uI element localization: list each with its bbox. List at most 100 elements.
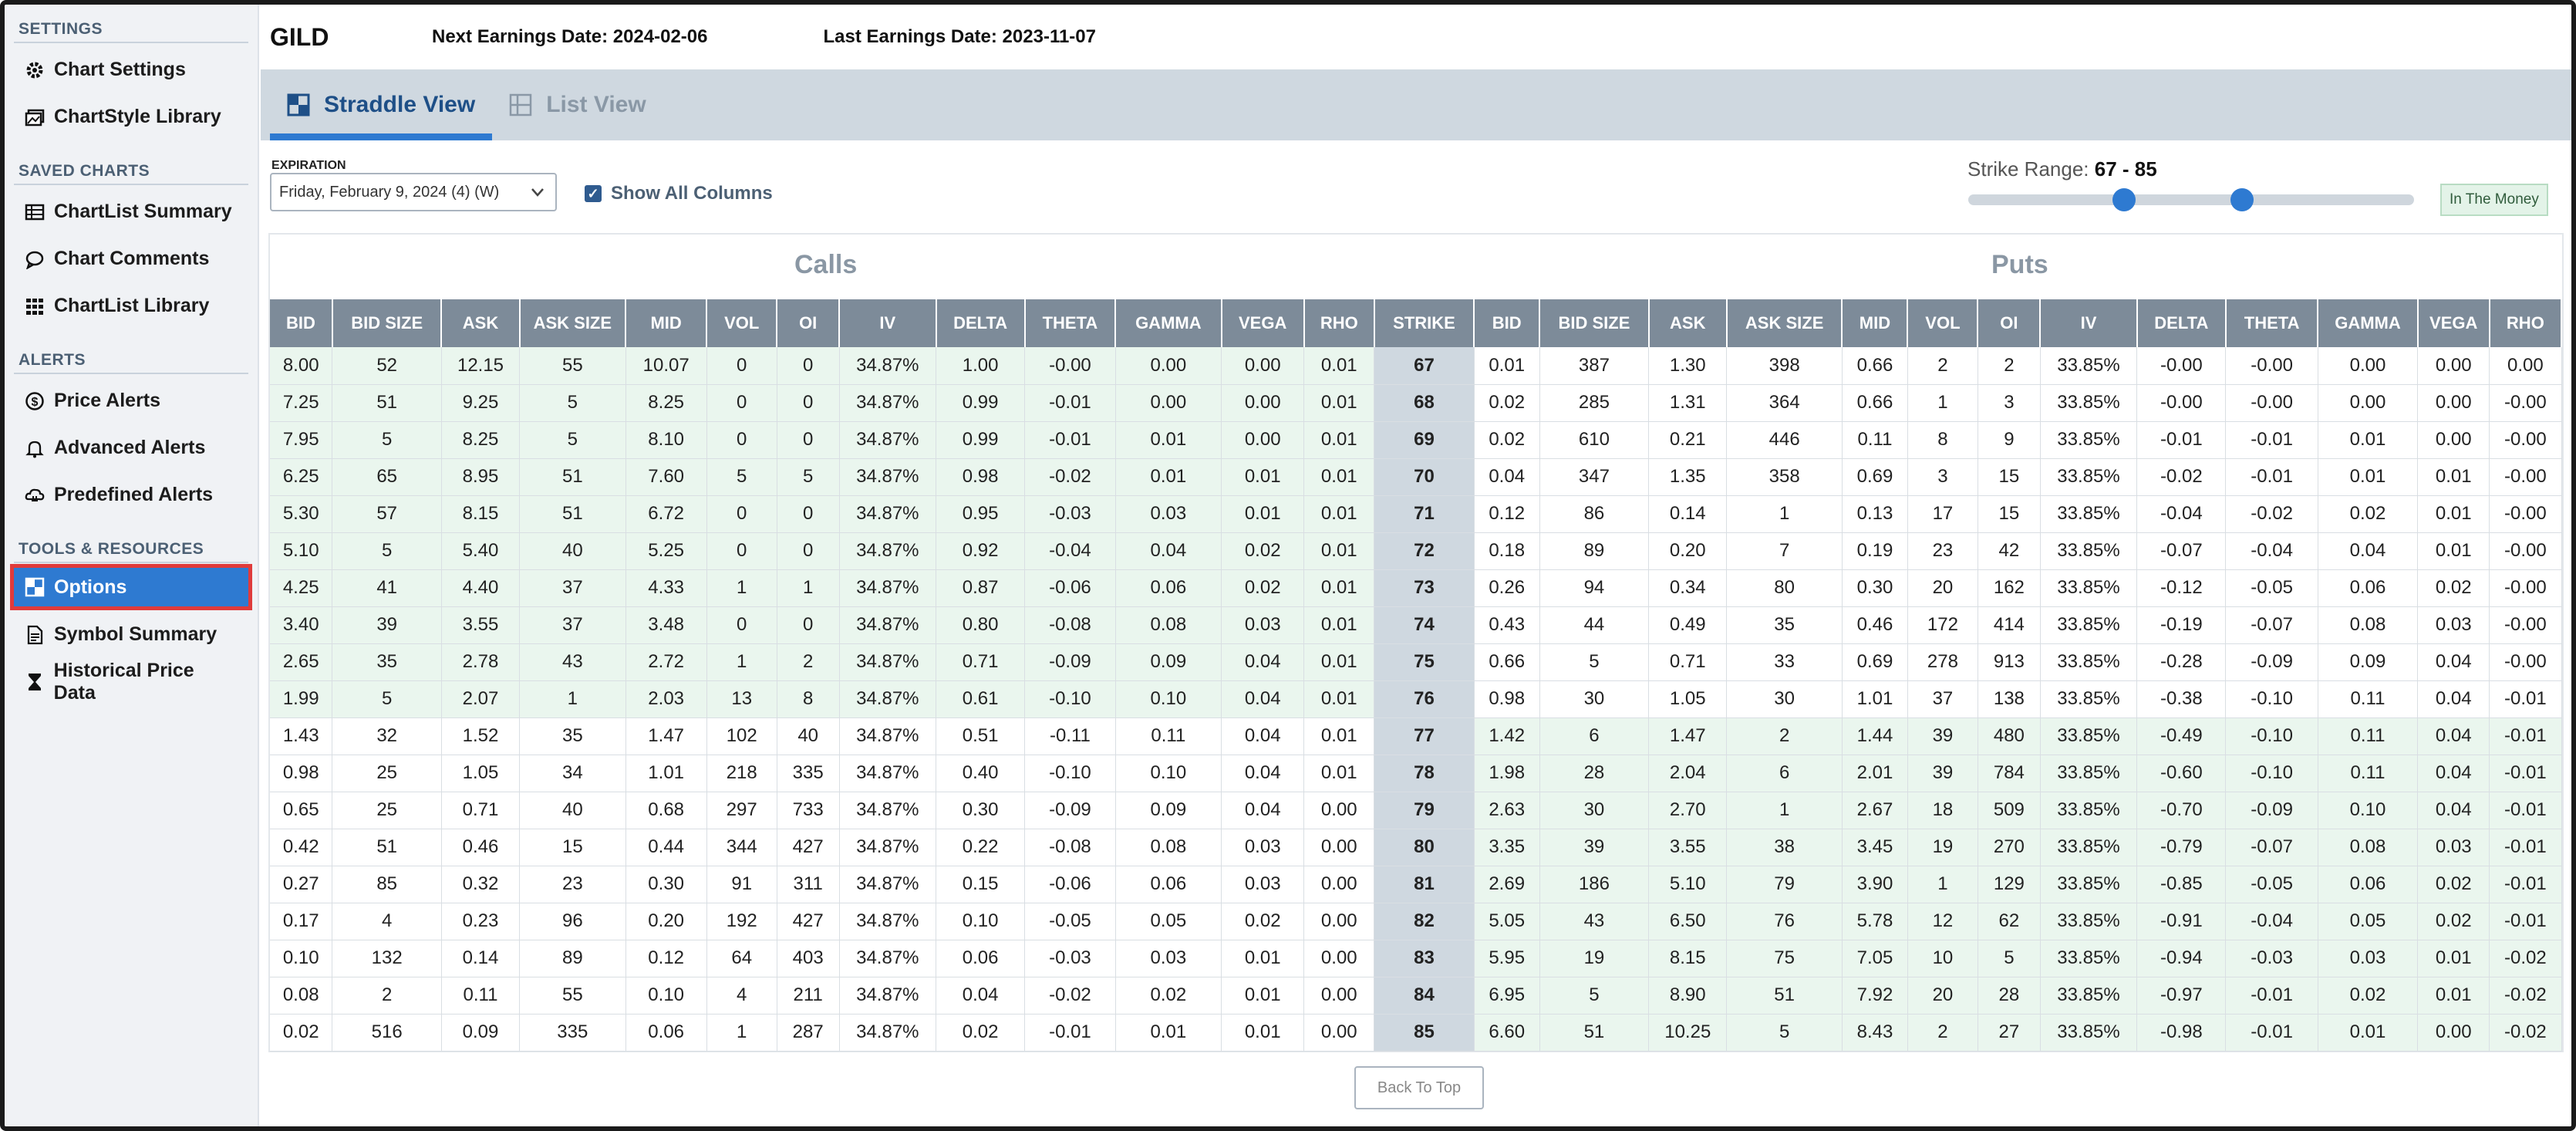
sidebar-item-price-alerts[interactable]: $ Price Alerts [14, 377, 248, 424]
table-cell: 0.02 [1474, 421, 1540, 459]
column-header: OI [777, 299, 841, 347]
table-cell: 0.11 [2318, 680, 2419, 718]
table-cell: 1.05 [1648, 680, 1728, 718]
table-cell: 403 [777, 940, 840, 977]
sidebar-item-advanced-alerts[interactable]: Advanced Alerts [14, 424, 248, 471]
table-cell: 0 [706, 532, 777, 570]
table-cell: -0.28 [2136, 643, 2227, 681]
table-cell: 1 [706, 569, 777, 607]
expiration-select[interactable]: Friday, February 9, 2024 (4) (W) [270, 173, 557, 211]
strike-cell: 68 [1374, 384, 1475, 422]
table-cell: 0.00 [1221, 384, 1305, 422]
column-header: ASK SIZE [519, 299, 627, 347]
sidebar-item-chartlist-summary[interactable]: ChartList Summary [14, 188, 248, 235]
table-cell: 1.52 [441, 717, 521, 755]
sidebar-item-chartlist-library[interactable]: ChartList Library [14, 282, 248, 329]
table-cell: 278 [1907, 643, 1978, 681]
table-cell: 15 [1978, 495, 2041, 533]
table-cell: 1.01 [625, 755, 707, 792]
table-cell: 0.32 [441, 866, 521, 903]
table-cell: -0.01 [2489, 680, 2562, 718]
table-cell: 0 [777, 421, 840, 459]
sidebar-item-chartstyle-library[interactable]: ChartStyle Library [14, 93, 248, 140]
table-row: 7.25 51 9.25 5 8.25 0 0 34.87% 0.99 -0.01 0.00 0.00… [270, 384, 2562, 422]
table-cell: 913 [1978, 643, 2041, 681]
sidebar-item-symbol-summary[interactable]: Symbol Summary [14, 611, 248, 658]
table-cell: 34.87% [839, 940, 937, 977]
table-cell: 27 [1978, 1014, 2041, 1052]
slider-low-handle[interactable] [2112, 188, 2136, 211]
table-cell: 41 [332, 569, 442, 607]
table-cell: 5 [519, 421, 626, 459]
table-cell: -0.00 [2225, 384, 2318, 422]
table-cell: 1 [1907, 866, 1978, 903]
table-cell: 33.85% [2040, 421, 2138, 459]
table-cell: 96 [519, 903, 626, 940]
table-cell: 0.10 [1115, 680, 1222, 718]
show-all-columns-label: Show All Columns [611, 183, 773, 204]
options-icon [23, 576, 46, 599]
table-cell: 6 [1539, 717, 1650, 755]
table-cell: 0.17 [270, 903, 333, 940]
table-cell: 0.27 [270, 866, 333, 903]
table-cell: 0 [777, 532, 840, 570]
table-cell: 17 [1907, 495, 1978, 533]
table-cell: 5.40 [441, 532, 521, 570]
table-cell: 0.03 [1221, 866, 1305, 903]
table-cell: 15 [1978, 458, 2041, 496]
comment-icon [23, 248, 46, 271]
table-cell: 4.25 [270, 569, 333, 607]
table-cell: 2.69 [1474, 866, 1540, 903]
tab-straddle-view[interactable]: Straddle View [270, 69, 493, 140]
table-cell: 0.04 [1221, 717, 1305, 755]
table-cell: 38 [1726, 829, 1843, 866]
table-cell: 0.10 [936, 903, 1026, 940]
slider-high-handle[interactable] [2230, 188, 2254, 211]
table-cell: 76 [1726, 903, 1843, 940]
table-cell: 39 [1907, 717, 1978, 755]
table-cell: 0.19 [1842, 532, 1908, 570]
table-cell: 0.01 [1221, 458, 1305, 496]
table-cell: 0 [706, 495, 777, 533]
strike-range-slider[interactable] [1968, 188, 2414, 211]
table-cell: 2.07 [441, 680, 521, 718]
sidebar-section-title: SAVED CHARTS [14, 157, 248, 185]
tab-list-view[interactable]: List View [492, 69, 663, 140]
table-cell: 0.09 [1115, 792, 1222, 829]
table-row: 7.95 5 8.25 5 8.10 0 0 34.87% 0.99 -0.01 0.01 0.00 0… [270, 421, 2562, 459]
show-all-columns-checkbox[interactable]: ✓ Show All Columns [585, 183, 773, 204]
sidebar-item-historical-price-data[interactable]: Historical Price Data [14, 658, 248, 705]
table-cell: -0.94 [2136, 940, 2227, 977]
strike-cell: 78 [1374, 755, 1475, 792]
table-cell: 37 [519, 569, 626, 607]
table-cell: -0.10 [2225, 680, 2318, 718]
strike-cell: 83 [1374, 940, 1475, 977]
table-cell: 218 [706, 755, 777, 792]
table-row: 4.25 41 4.40 37 4.33 1 1 34.87% 0.87 -0.06 0.06 0.0… [270, 569, 2562, 607]
sidebar-item-predefined-alerts[interactable]: Predefined Alerts [14, 471, 248, 518]
table-cell: 39 [1907, 755, 1978, 792]
table-cell: 0.06 [2318, 866, 2419, 903]
column-header: IV [839, 299, 937, 347]
table-cell: -0.01 [2225, 977, 2318, 1015]
table-cell: 0.03 [2417, 829, 2490, 866]
table-cell: 0.80 [936, 606, 1026, 644]
column-header: VOL [706, 299, 778, 347]
table-cell: 75 [1726, 940, 1843, 977]
table-cell: 0.01 [1115, 421, 1222, 459]
table-cell: 55 [519, 347, 626, 385]
table-cell: 8.90 [1648, 977, 1728, 1015]
sidebar-item-chart-settings[interactable]: Chart Settings [14, 46, 248, 93]
strike-cell: 84 [1374, 977, 1475, 1015]
table-cell: 8.43 [1842, 1014, 1908, 1052]
table-cell: -0.01 [2489, 903, 2562, 940]
back-to-top-button[interactable]: Back To Top [1354, 1066, 1484, 1109]
column-header: BID SIZE [1539, 299, 1650, 347]
table-cell: 5 [332, 532, 442, 570]
table-cell: 40 [519, 792, 626, 829]
table-row: 0.27 85 0.32 23 0.30 91 311 34.87% 0.15 -0.06 0.06… [270, 866, 2562, 903]
sidebar-item-options[interactable]: Options [10, 564, 252, 610]
table-cell: -0.07 [2136, 532, 2227, 570]
table-cell: 0.04 [1474, 458, 1540, 496]
sidebar-item-chart-comments[interactable]: Chart Comments [14, 235, 248, 282]
